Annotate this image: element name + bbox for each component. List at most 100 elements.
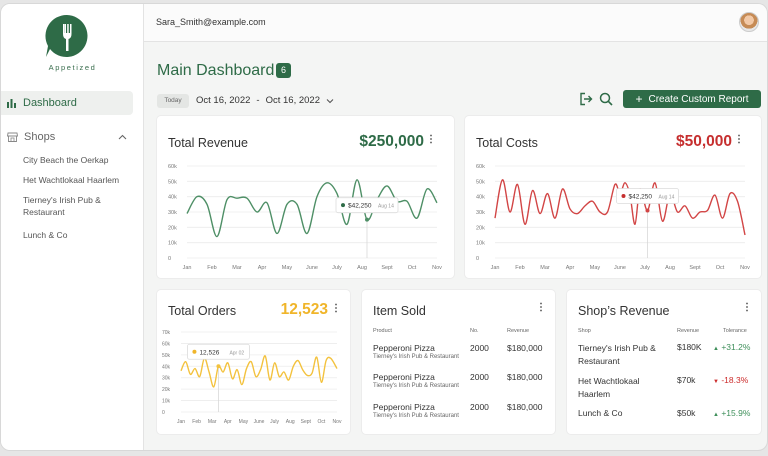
today-button[interactable]: Today — [157, 94, 189, 108]
x-tick-label: Jan — [491, 265, 500, 271]
x-tick-label: July — [332, 265, 342, 271]
highlight-point — [365, 217, 369, 222]
sidebar-shop-item[interactable]: Het Wachtlokaal Haarlem — [23, 175, 120, 185]
x-tick-label: Nov — [432, 265, 442, 271]
y-tick-label: 20k — [476, 225, 485, 231]
more-options-icon[interactable]: ⋮ — [536, 302, 546, 313]
tooltip-dot — [621, 193, 626, 198]
x-tick-label: June — [614, 265, 626, 271]
avatar[interactable] — [739, 12, 759, 32]
chevron-up-icon[interactable] — [118, 134, 127, 140]
total-revenue-value: $250,000 — [359, 133, 424, 150]
sidebar-shop-item[interactable]: Tierney's Irish Pub & Restaurant — [23, 195, 101, 217]
x-tick-label: Oct — [318, 419, 326, 425]
arrow-up-icon: ▲ — [713, 346, 719, 352]
x-tick-label: Jan — [183, 265, 192, 271]
tolerance-value: +15.9% — [721, 408, 751, 418]
y-tick-label: 60k — [476, 164, 485, 170]
x-tick-label: Sept — [381, 265, 393, 271]
date-separator: - — [256, 95, 260, 106]
column-header-revenue: Revenue — [507, 328, 530, 334]
tolerance-up: ▲ +31.2% — [713, 342, 750, 352]
x-tick-label: Apr — [258, 265, 267, 271]
y-tick-label: 10k — [168, 241, 177, 247]
export-icon[interactable] — [578, 91, 594, 107]
count-badge: 6 — [276, 63, 291, 78]
x-tick-label: Nov — [333, 419, 342, 425]
card-title: Total Costs — [476, 136, 538, 150]
tolerance-up: ▲ +15.9% — [713, 408, 750, 418]
tooltip-date: Aug 14 — [659, 194, 675, 200]
product-name: Pepperoni Pizza — [373, 372, 435, 382]
tooltip-box — [616, 188, 679, 204]
column-header-tolerance: Tolerance — [723, 328, 747, 334]
y-tick-label: 70k — [162, 330, 171, 336]
sidebar-shop-item[interactable]: Lunch & Co — [23, 230, 68, 240]
x-tick-label: July — [640, 265, 650, 271]
more-options-icon[interactable]: ⋮ — [734, 134, 744, 145]
tolerance-value: -18.3% — [721, 375, 749, 385]
y-tick-label: 10k — [162, 399, 171, 405]
more-options-icon[interactable]: ⋮ — [331, 303, 341, 314]
more-options-icon[interactable]: ⋮ — [742, 302, 752, 313]
y-tick-label: 50k — [168, 179, 177, 185]
x-tick-label: Feb — [192, 419, 201, 425]
orders-line-chart: 0 10k 20k 30k 40k 50k 60k 70k Jan Feb Mar Apr May Jun… — [162, 330, 342, 425]
search-icon[interactable] — [598, 91, 614, 107]
sidebar-item-label: Dashboard — [23, 97, 77, 109]
x-tick-label: June — [254, 419, 265, 425]
create-custom-report-button[interactable]: + Create Custom Report — [623, 90, 761, 108]
shop-revenue-value: $180K — [677, 342, 702, 352]
shop-revenue-card: Shop’s Revenue ⋮ Shop Revenue Tolerance … — [567, 290, 761, 434]
page-title: Main Dashboard — [157, 62, 275, 79]
sidebar-item-label: Shops — [24, 131, 56, 143]
sidebar-item-shops[interactable]: Shops — [7, 128, 127, 146]
store-icon — [7, 132, 18, 142]
highlight-point — [216, 364, 221, 369]
series-line — [180, 355, 338, 388]
column-header-revenue: Revenue — [677, 328, 700, 334]
x-tick-label: Mar — [208, 419, 217, 425]
column-header-shop: Shop — [578, 328, 591, 334]
date-from: Oct 16, 2022 — [196, 95, 251, 106]
create-button-label: Create Custom Report — [648, 93, 749, 105]
y-tick-label: 50k — [162, 353, 171, 359]
x-tick-label: Apr — [566, 265, 575, 271]
product-count: 2000 — [470, 402, 489, 412]
column-header-no: No. — [470, 328, 479, 334]
y-tick-label: 20k — [168, 225, 177, 231]
total-costs-card: Total Costs $50,000 ⋮ 0 10k 20k 30k 40k 50k 60… — [465, 116, 761, 278]
total-revenue-card: Total Revenue $250,000 ⋮ 0 10k 20k 30k 40k 50… — [157, 116, 454, 278]
x-tick-label: Aug — [357, 265, 367, 271]
product-shop: Tierney's Irish Pub & Restaurant — [373, 383, 459, 389]
card-title: Item Sold — [373, 304, 426, 318]
date-range-picker[interactable]: Oct 16, 2022 - Oct 16, 2022 — [196, 95, 334, 106]
sidebar-item-dashboard[interactable]: Dashboard — [1, 91, 133, 115]
highlight-point — [645, 208, 650, 213]
costs-line-chart: 0 10k 20k 30k 40k 50k 60k Jan Feb Mar Apr May June Ju… — [476, 164, 750, 271]
top-bar: Sara_Smith@example.com — [144, 4, 767, 42]
x-tick-label: July — [270, 419, 279, 425]
y-tick-label: 0 — [168, 256, 171, 262]
x-tick-label: June — [306, 265, 318, 271]
tooltip-dot — [341, 203, 345, 208]
x-tick-label: May — [590, 265, 601, 271]
y-tick-label: 10k — [476, 241, 485, 247]
sidebar-shop-item[interactable]: City Beach the Oerkap — [23, 155, 109, 165]
card-title: Total Orders — [168, 304, 237, 318]
x-tick-label: Aug — [665, 265, 675, 271]
tooltip-box — [335, 197, 399, 214]
y-tick-label: 40k — [162, 364, 171, 370]
more-options-icon[interactable]: ⋮ — [426, 134, 436, 145]
y-tick-label: 40k — [168, 195, 177, 201]
card-title: Shop’s Revenue — [578, 304, 670, 318]
y-tick-label: 30k — [168, 210, 177, 216]
product-shop: Tierney's Irish Pub & Restaurant — [373, 354, 459, 360]
product-revenue: $180,000 — [507, 343, 543, 353]
shop-revenue-value: $50k — [677, 408, 696, 418]
tooltip-date: Aug 14 — [378, 204, 394, 210]
product-name: Pepperoni Pizza — [373, 402, 435, 412]
series-line — [186, 179, 438, 238]
x-tick-label: Sept — [301, 419, 312, 425]
x-tick-label: May — [282, 265, 293, 271]
